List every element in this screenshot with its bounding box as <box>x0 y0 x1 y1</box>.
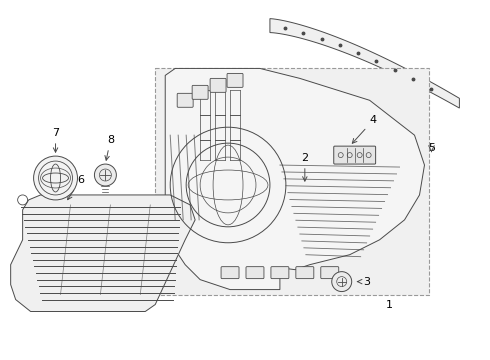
Text: 3: 3 <box>358 276 370 287</box>
Circle shape <box>34 156 77 200</box>
FancyBboxPatch shape <box>321 267 339 279</box>
Polygon shape <box>165 68 424 289</box>
Polygon shape <box>270 19 460 108</box>
Text: 2: 2 <box>301 153 308 181</box>
FancyBboxPatch shape <box>334 146 376 164</box>
FancyBboxPatch shape <box>227 73 243 87</box>
FancyBboxPatch shape <box>192 85 208 99</box>
Text: 6: 6 <box>68 175 84 200</box>
Circle shape <box>95 164 116 186</box>
Text: 4: 4 <box>352 115 377 143</box>
Text: 8: 8 <box>105 135 114 160</box>
Polygon shape <box>11 195 195 311</box>
Text: 1: 1 <box>386 300 393 310</box>
Text: 5: 5 <box>428 143 435 153</box>
Bar <box>155 68 429 294</box>
FancyBboxPatch shape <box>177 93 193 107</box>
Text: 7: 7 <box>52 128 59 152</box>
FancyBboxPatch shape <box>210 78 226 92</box>
FancyBboxPatch shape <box>221 267 239 279</box>
FancyBboxPatch shape <box>246 267 264 279</box>
Circle shape <box>332 272 352 292</box>
FancyBboxPatch shape <box>296 267 314 279</box>
FancyBboxPatch shape <box>271 267 289 279</box>
